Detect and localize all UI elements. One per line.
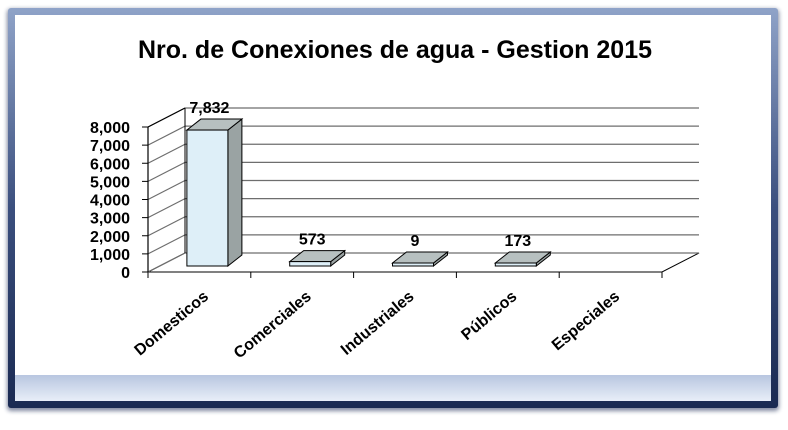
bar-comerciales <box>289 261 332 267</box>
gridline-side <box>147 216 186 237</box>
y-tick-label: 4,000 <box>90 193 130 210</box>
y-tick-label: 0 <box>121 265 130 282</box>
gridline-side <box>147 198 186 219</box>
frame-bottom-band <box>15 375 771 401</box>
gridline-side <box>147 161 186 182</box>
chart-title: Nro. de Conexiones de agua - Gestion 201… <box>138 36 652 64</box>
bar-industriales <box>392 262 434 267</box>
gridline-side <box>147 252 186 273</box>
y-tick-label: 3,000 <box>90 211 130 228</box>
y-tick-label: 7,000 <box>90 138 130 155</box>
data-label: 173 <box>504 233 531 250</box>
gridline-side <box>147 179 186 201</box>
gridline-side <box>147 234 186 255</box>
y-tick-label: 6,000 <box>90 156 130 173</box>
gridline-side <box>147 125 186 146</box>
y-tick-label: 5,000 <box>90 174 130 191</box>
data-label: 7,832 <box>189 100 229 117</box>
y-tick-label: 8,000 <box>90 120 130 137</box>
frame-inner <box>15 15 771 401</box>
bar-públicos <box>494 262 537 267</box>
side-wall-top <box>147 107 186 128</box>
data-label: 573 <box>299 232 326 249</box>
data-label: 9 <box>411 233 420 250</box>
gridline-side <box>147 143 186 164</box>
y-tick-label: 2,000 <box>90 229 130 246</box>
y-tick-label: 1,000 <box>90 247 130 264</box>
bar-side-domesticos <box>227 118 243 268</box>
bar-domesticos <box>186 129 229 267</box>
